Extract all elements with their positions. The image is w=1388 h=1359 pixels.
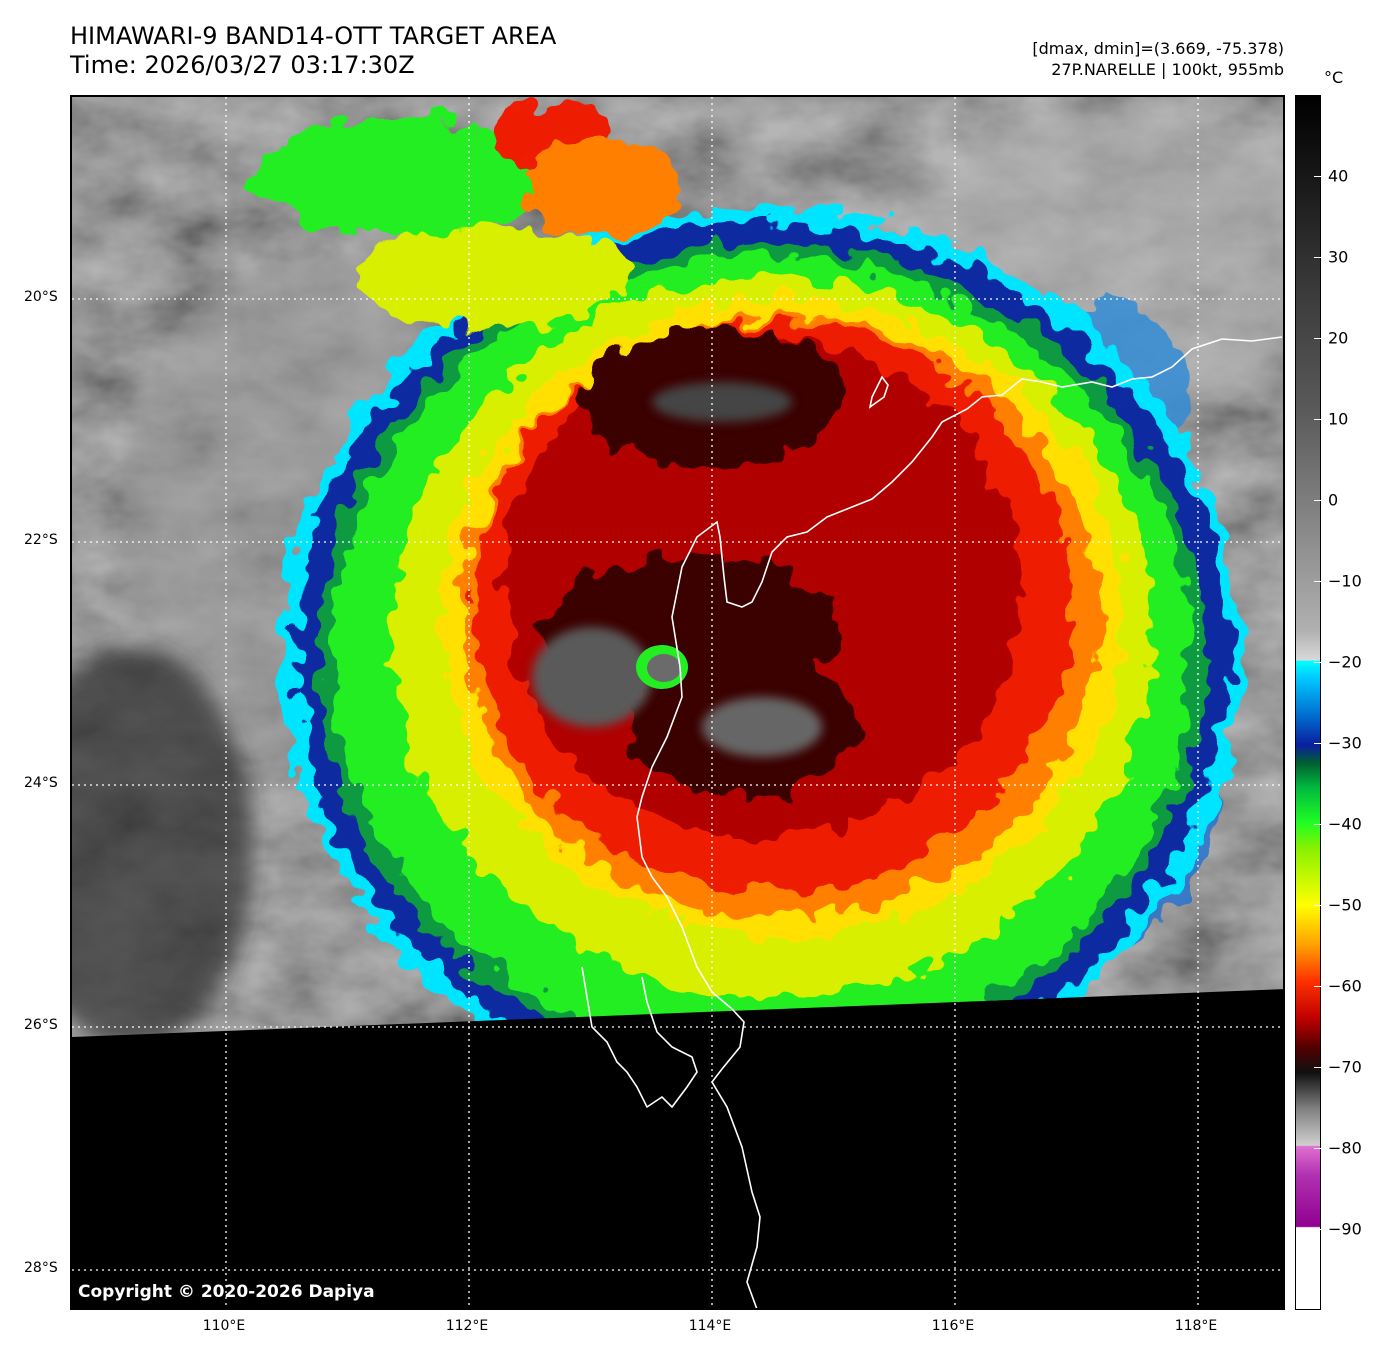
colorbar-tick-label: −60 — [1328, 976, 1362, 996]
cyclone-eye[interactable] — [636, 645, 688, 689]
colorbar-tick-label: 40 — [1328, 166, 1349, 186]
colorbar-tick-label: 0 — [1328, 490, 1339, 510]
colorbar-tick-label: −20 — [1328, 652, 1362, 672]
colorbar-tick-label: −80 — [1328, 1138, 1362, 1158]
colorbar-tick-mark — [1314, 824, 1321, 825]
colorbar-tick-label: −90 — [1328, 1219, 1362, 1239]
colorbar-tick-label: 30 — [1328, 247, 1349, 267]
storm-name-text: 27P.NARELLE | 100kt, 955mb — [1051, 60, 1284, 79]
colorbar-tick-label: −30 — [1328, 733, 1362, 753]
lat-label-28s: 28°S — [24, 1260, 58, 1276]
lon-label-114e: 114°E — [688, 1318, 732, 1334]
lat-label-24s: 24°S — [24, 775, 58, 791]
colorbar-tick-label: −50 — [1328, 895, 1362, 915]
colorbar-tick-mark — [1314, 1229, 1321, 1230]
map-canvas — [72, 97, 1283, 1308]
lat-label-20s: 20°S — [24, 289, 58, 305]
colorbar-tick-mark — [1314, 500, 1321, 501]
lon-label-112e: 112°E — [445, 1318, 489, 1334]
cold-cloud-tops — [532, 382, 822, 757]
colorbar-tick-mark — [1314, 176, 1321, 177]
colorbar-unit: °C — [1324, 68, 1344, 87]
lat-label-26s: 26°S — [24, 1017, 58, 1033]
lon-label-110e: 110°E — [202, 1318, 246, 1334]
satellite-map[interactable]: Copyright © 2020-2026 Dapiya — [70, 95, 1285, 1310]
colorbar-tick-label: 20 — [1328, 328, 1349, 348]
figure-title: HIMAWARI-9 BAND14-OTT TARGET AREA Time: … — [70, 22, 556, 80]
coastline — [636, 336, 1283, 1308]
colorbar-tick-mark — [1314, 581, 1321, 582]
colorbar-tick-mark — [1314, 419, 1321, 420]
lon-label-118e: 118°E — [1174, 1318, 1218, 1334]
temperature-colorbar — [1295, 95, 1321, 1310]
data-range-text: [dmax, dmin]=(3.669, -75.378) — [1032, 39, 1284, 58]
cyclone-cloud-shield — [282, 207, 1242, 1107]
colorbar-tick-label: −70 — [1328, 1057, 1362, 1077]
title-line-2: Time: 2026/03/27 03:17:30Z — [70, 51, 415, 79]
colorbar-tick-label: 10 — [1328, 409, 1349, 429]
island-outline — [868, 375, 889, 409]
colorbar-tick-label: −10 — [1328, 571, 1362, 591]
colorbar-tick-mark — [1314, 338, 1321, 339]
northern-rainband — [252, 102, 682, 327]
colorbar-tick-mark — [1314, 1067, 1321, 1068]
colorbar-tick-mark — [1314, 986, 1321, 987]
title-line-1: HIMAWARI-9 BAND14-OTT TARGET AREA — [70, 22, 557, 50]
peninsula-outline — [581, 966, 698, 1109]
colorbar-tick-mark — [1314, 743, 1321, 744]
colorbar-tick-mark — [1314, 1148, 1321, 1149]
clear-patch-sw — [72, 647, 252, 1047]
copyright-text: Copyright © 2020-2026 Dapiya — [78, 1282, 375, 1302]
storm-info: [dmax, dmin]=(3.669, -75.378) 27P.NARELL… — [1032, 38, 1284, 80]
graticule — [72, 97, 1283, 1308]
lat-label-22s: 22°S — [24, 532, 58, 548]
colorbar-tick-label: −40 — [1328, 814, 1362, 834]
colorbar-tick-mark — [1314, 257, 1321, 258]
no-data-region — [72, 989, 1283, 1308]
lon-label-116e: 116°E — [931, 1318, 975, 1334]
colorbar-tick-mark — [1314, 905, 1321, 906]
colorbar-tick-mark — [1314, 662, 1321, 663]
